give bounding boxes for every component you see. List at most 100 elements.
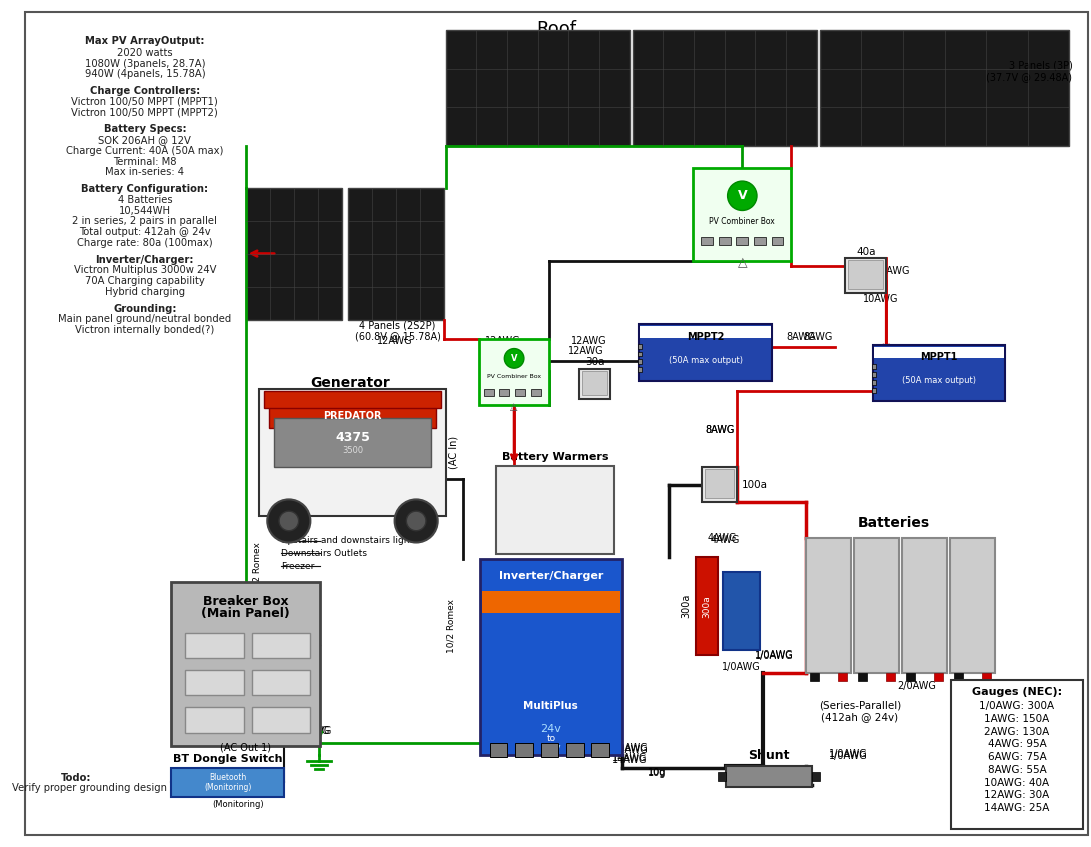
Bar <box>252 633 310 658</box>
Text: Hybrid charging: Hybrid charging <box>105 287 184 296</box>
Bar <box>274 418 431 467</box>
Text: 14AWG: 25A: 14AWG: 25A <box>984 803 1050 813</box>
Text: Gauges (NEC):: Gauges (NEC): <box>972 688 1063 697</box>
Text: MPPT2: MPPT2 <box>687 332 724 342</box>
Text: 12AWG: 12AWG <box>567 346 603 357</box>
Text: Bluetooth
(Monitoring): Bluetooth (Monitoring) <box>204 772 251 792</box>
Text: 8AWG: 8AWG <box>787 332 816 341</box>
Text: 4375: 4375 <box>335 431 370 444</box>
Bar <box>812 772 819 782</box>
Bar <box>185 707 243 733</box>
Bar <box>906 673 914 681</box>
Bar <box>171 767 284 797</box>
Bar <box>490 744 507 757</box>
Text: Batteries: Batteries <box>858 516 931 529</box>
Text: SOK 206AH @ 12V: SOK 206AH @ 12V <box>98 135 191 145</box>
Bar <box>703 467 738 502</box>
Bar <box>540 744 559 757</box>
Bar <box>806 538 851 673</box>
Text: 1/0AWG: 1/0AWG <box>610 745 649 756</box>
Text: PREDATOR: PREDATOR <box>323 411 382 421</box>
Text: 2/0AWG: 2/0AWG <box>897 682 936 691</box>
Text: Battery Configuration:: Battery Configuration: <box>82 184 208 194</box>
Text: 3 Panels (3P): 3 Panels (3P) <box>1008 60 1072 70</box>
Bar <box>873 345 1005 401</box>
Text: Shunt: Shunt <box>748 749 790 762</box>
Text: 6AWG: 75A: 6AWG: 75A <box>987 752 1046 762</box>
Bar <box>858 673 866 681</box>
Text: 8AWG: 8AWG <box>803 332 832 341</box>
Bar <box>252 707 310 733</box>
Text: Inverter/Charger:: Inverter/Charger: <box>96 255 194 264</box>
Bar <box>718 772 726 782</box>
Bar <box>838 673 847 681</box>
Text: (AC Out 1): (AC Out 1) <box>220 742 272 752</box>
Bar <box>264 390 441 408</box>
Text: Max in-series: 4: Max in-series: 4 <box>106 168 184 177</box>
Text: (60.8V @ 15.78A): (60.8V @ 15.78A) <box>355 331 441 341</box>
Bar <box>771 237 783 245</box>
Text: 10g: 10g <box>648 767 667 778</box>
Text: Generator: Generator <box>311 376 391 390</box>
Text: 10,544WH: 10,544WH <box>119 206 171 216</box>
Bar <box>480 559 622 755</box>
Text: Battery Specs:: Battery Specs: <box>104 125 187 135</box>
Text: 1/0AWG: 1/0AWG <box>610 744 649 753</box>
Circle shape <box>279 511 299 531</box>
Bar <box>872 372 875 377</box>
Text: MultiPlus: MultiPlus <box>524 701 578 711</box>
Text: 8AWG: 8AWG <box>705 425 734 435</box>
Bar <box>445 30 630 146</box>
Text: Terminal: M8: Terminal: M8 <box>113 157 177 167</box>
Text: 8AWG: 8AWG <box>705 425 734 435</box>
Circle shape <box>395 500 437 543</box>
Bar <box>754 237 766 245</box>
Text: 2 in series, 2 pairs in parallel: 2 in series, 2 pairs in parallel <box>72 216 217 226</box>
Bar <box>260 389 445 516</box>
Text: Grounding:: Grounding: <box>113 303 177 313</box>
Text: Bluetooth: Bluetooth <box>217 790 259 800</box>
Bar <box>633 30 817 146</box>
Text: 10AWG: 40A: 10AWG: 40A <box>984 778 1050 788</box>
Circle shape <box>267 500 310 543</box>
Bar <box>736 237 748 245</box>
Text: Victron 100/50 MPPT (MPPT1): Victron 100/50 MPPT (MPPT1) <box>72 97 218 107</box>
Text: 1/0AWG: 1/0AWG <box>755 650 794 660</box>
Text: 8AWG: 8AWG <box>301 726 329 735</box>
Bar <box>705 469 734 498</box>
Text: Roof: Roof <box>537 20 577 38</box>
Text: Charge rate: 80a (100max): Charge rate: 80a (100max) <box>77 238 213 248</box>
Bar <box>954 673 962 681</box>
Text: 14/2 Romex: 14/2 Romex <box>253 542 262 596</box>
Bar <box>950 538 995 673</box>
Text: 300a: 300a <box>703 595 711 617</box>
Text: 1/0AWG: 1/0AWG <box>829 751 867 761</box>
Text: 10/2 Romex: 10/2 Romex <box>447 599 456 653</box>
Text: Todo:: Todo: <box>61 772 92 783</box>
Bar <box>848 260 884 289</box>
Text: 1/0AWG: 1/0AWG <box>755 651 794 662</box>
Bar <box>348 188 444 320</box>
Bar <box>638 359 643 364</box>
Text: 2020 watts: 2020 watts <box>117 48 172 58</box>
Text: 10AWG: 10AWG <box>875 266 910 276</box>
Bar <box>886 673 895 681</box>
Bar <box>872 388 875 393</box>
Text: Total output: 412ah @ 24v: Total output: 412ah @ 24v <box>79 227 211 237</box>
Text: (37.7V @ 29.48A): (37.7V @ 29.48A) <box>986 72 1072 82</box>
Text: 8AWG: 55A: 8AWG: 55A <box>987 765 1046 775</box>
Text: Freezer: Freezer <box>281 562 314 571</box>
Bar <box>846 258 886 293</box>
Bar <box>638 368 643 372</box>
Bar <box>482 591 620 613</box>
Text: 4AWG: 95A: 4AWG: 95A <box>987 739 1046 750</box>
Text: to: to <box>547 734 555 743</box>
Text: V: V <box>738 189 747 202</box>
Text: 1/0AWG: 1/0AWG <box>491 744 529 753</box>
Bar <box>185 670 243 695</box>
Text: Inverter/Charger: Inverter/Charger <box>499 571 603 581</box>
Text: 1AWG: 150A: 1AWG: 150A <box>984 714 1050 724</box>
Bar <box>722 572 760 650</box>
Bar <box>566 744 584 757</box>
Text: 70A Charging capability: 70A Charging capability <box>85 276 205 286</box>
